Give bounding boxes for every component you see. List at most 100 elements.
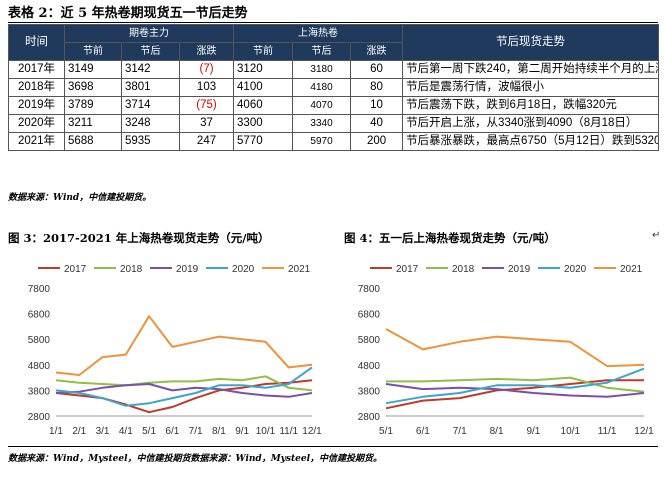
y-tick-label: 7800 [358, 284, 381, 295]
x-tick-label: 7/1 [189, 426, 203, 437]
y-tick-label: 4800 [358, 361, 381, 372]
header-futures: 期卷主力 [63, 24, 235, 43]
x-tick-label: 10/1 [561, 426, 581, 437]
table-row: 2018年 3698 3801 103 4100 4180 80 节后是震荡行情… [8, 78, 660, 97]
y-tick-label: 4800 [28, 361, 51, 372]
cell-futures-before: 3149 [64, 60, 122, 79]
legend-label-2019: 2019 [508, 264, 531, 275]
paragraph-mark-icon: ↵ [652, 230, 661, 241]
cell-spot-change: 10 [350, 96, 404, 115]
cell-spot-after: 4180 [292, 78, 352, 97]
x-tick-label: 2/1 [72, 426, 86, 437]
cell-futures-before: 3698 [64, 78, 122, 97]
subheader-after: 节后 [292, 42, 352, 61]
cell-year: 2019年 [8, 96, 65, 115]
y-tick-label: 7800 [28, 284, 51, 295]
x-tick-label: 6/1 [165, 426, 179, 437]
cell-trend: 节后震荡下跌，跌到6月18日，跌幅320元 [402, 96, 660, 115]
cell-spot-before: 5770 [233, 132, 294, 151]
series-line-2019 [385, 383, 645, 398]
cell-futures-change: (75) [178, 96, 235, 115]
series-line-2018 [386, 376, 645, 393]
y-tick-label: 6800 [28, 310, 51, 321]
table-title: 表格 2：近 5 年热卷期现货五一节后走势 [8, 6, 248, 21]
cell-spot-before: 3300 [233, 114, 294, 133]
table-source: 数据来源：Wind，中信建投期货。 [8, 193, 152, 203]
cell-futures-after: 3801 [121, 78, 180, 97]
cell-spot-change: 40 [350, 114, 404, 133]
bottom-source: 数据来源：Wind，Mysteel，中信建投期货数据来源：Wind，Mystee… [8, 454, 382, 464]
legend-label-2019: 2019 [176, 264, 199, 275]
x-tick-label: 8/1 [212, 426, 226, 437]
series-line-2017 [385, 379, 644, 410]
cell-trend: 节后开启上涨，从3340涨到4090（8月18日） [402, 114, 660, 133]
series-line-2020 [55, 366, 313, 407]
cell-futures-change: 37 [178, 114, 235, 133]
x-tick-label: 10/1 [256, 426, 276, 437]
cell-year: 2018年 [8, 78, 65, 97]
cell-futures-before: 3789 [64, 96, 122, 115]
legend-label-2021: 2021 [620, 264, 643, 275]
cell-futures-after: 3714 [121, 96, 180, 115]
series-line-2018 [55, 375, 313, 392]
cell-spot-before: 4060 [233, 96, 294, 115]
cell-spot-after: 4070 [292, 96, 352, 115]
x-tick-label: 1/1 [49, 426, 63, 437]
title-divider [8, 22, 658, 23]
table-header-row: 时间 期卷主力 上海热卷 节后现货走势 [8, 24, 660, 61]
cell-year: 2021年 [8, 132, 65, 151]
legend-label-2021: 2021 [288, 264, 311, 275]
cell-trend: 节后暴涨暴跌，最高点6750（5月12日）跌到5320（6月22日） [402, 132, 660, 151]
header-year: 时间 [8, 24, 65, 61]
figure4-title: 图 4：五一后上海热卷现货走势（元/吨） [344, 231, 556, 245]
cell-futures-after: 5935 [121, 132, 180, 151]
cell-spot-after: 3180 [292, 60, 352, 79]
legend-label-2020: 2020 [232, 264, 255, 275]
table-row: 2017年 3149 3142 (7) 3120 3180 60 节后第一周下跌… [8, 60, 660, 79]
x-tick-label: 4/1 [119, 426, 133, 437]
table-row: 2020年 3211 3248 37 3300 3340 40 节后开启上涨，从… [8, 114, 660, 133]
figure3-title: 图 3：2017-2021 年上海热卷现货走势（元/吨） [8, 231, 270, 245]
cell-spot-before: 4100 [233, 78, 294, 97]
chart-fig4: 2017 2018 2019 2020 2021 2800 3800 4800 5800 6800… [358, 264, 654, 437]
x-tick-label: 12/1 [302, 426, 322, 437]
cell-spot-after: 3340 [292, 114, 352, 133]
cell-futures-change: 247 [178, 132, 235, 151]
cell-futures-before: 3211 [64, 114, 122, 133]
cell-trend: 节后第一周下跌240，第二周开始持续半个月的上涨，涨幅360 [402, 60, 660, 79]
x-tick-label: 11/1 [279, 426, 298, 437]
subheader-after: 节后 [121, 42, 180, 61]
subheader-before: 节前 [64, 42, 122, 61]
chart-fig3: 2017 2018 2019 2020 2021 2800 3800 4800 5800 6800… [28, 264, 322, 437]
cell-spot-before: 3120 [233, 60, 294, 79]
cell-futures-change: 103 [178, 78, 235, 97]
legend-label-2018: 2018 [120, 264, 143, 275]
cell-trend: 节后是震荡行情，波幅很小 [402, 78, 660, 97]
cell-spot-after: 5970 [292, 132, 352, 151]
x-tick-label: 5/1 [142, 426, 156, 437]
x-tick-label: 6/1 [416, 426, 430, 437]
cell-futures-after: 3142 [121, 60, 180, 79]
y-tick-label: 2800 [28, 412, 51, 423]
x-tick-label: 7/1 [453, 426, 467, 437]
y-tick-label: 2800 [358, 412, 381, 423]
legend-label-2017: 2017 [396, 264, 419, 275]
cell-year: 2017年 [8, 60, 65, 79]
cell-futures-before: 5688 [64, 132, 122, 151]
header-spot: 上海热卷 [233, 24, 404, 43]
series-line-2021 [385, 328, 645, 368]
y-tick-label: 3800 [358, 386, 381, 397]
cell-spot-change: 200 [350, 132, 404, 151]
legend-label-2020: 2020 [564, 264, 587, 275]
cell-year: 2020年 [8, 114, 65, 133]
x-tick-label: 9/1 [526, 426, 540, 437]
legend-label-2018: 2018 [452, 264, 475, 275]
table-row: 2019年 3789 3714 (75) 4060 4070 10 节后震荡下跌… [8, 96, 660, 115]
table-row: 2021年 5688 5935 247 5770 5970 200 节后暴涨暴跌… [8, 132, 660, 151]
cell-spot-change: 80 [350, 78, 404, 97]
price-table: 时间 期卷主力 上海热卷 节后现货走势 节前 节后 涨跌 节前 节后 涨跌 20… [8, 24, 660, 151]
y-tick-label: 5800 [358, 335, 381, 346]
legend-label-2017: 2017 [64, 264, 87, 275]
subheader-before: 节前 [233, 42, 294, 61]
series-line-2021 [55, 315, 313, 376]
